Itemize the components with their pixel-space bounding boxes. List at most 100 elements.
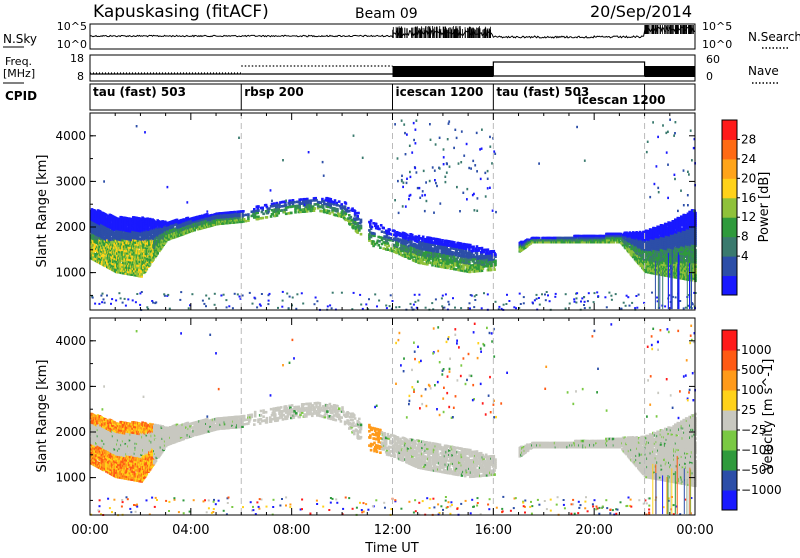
echo-cell bbox=[242, 210, 245, 213]
echo-cell bbox=[388, 236, 391, 239]
cpid-mode-label: tau (fast) 503 bbox=[93, 85, 186, 99]
power-panel-background bbox=[90, 113, 695, 310]
echo-cell bbox=[293, 201, 296, 204]
noise-sky-trace bbox=[90, 25, 695, 38]
cpid-label: CPID bbox=[5, 89, 37, 103]
echo-cell bbox=[375, 223, 378, 226]
echo-cell bbox=[324, 203, 327, 206]
echo-cell bbox=[393, 230, 396, 233]
echo-cell bbox=[257, 216, 260, 219]
frequency-trace bbox=[90, 62, 695, 77]
echo-cell bbox=[382, 227, 385, 230]
echo-cell bbox=[348, 210, 351, 213]
freq-tick-bottom: 8 bbox=[77, 70, 84, 83]
echo-cell bbox=[360, 219, 363, 222]
nave-label: Nave bbox=[748, 64, 779, 78]
echo-cell bbox=[378, 240, 381, 243]
echo-cell bbox=[381, 230, 384, 233]
beam-label: Beam 09 bbox=[355, 6, 418, 22]
noise-sky-label: N.Sky bbox=[3, 32, 37, 46]
echo-cell bbox=[334, 199, 337, 202]
echo-cell bbox=[388, 228, 391, 231]
echo-cell bbox=[441, 239, 444, 242]
echo-cell bbox=[357, 218, 360, 221]
cpid-mode-label: rbsp 200 bbox=[244, 85, 303, 99]
echo-cell bbox=[193, 229, 196, 232]
echo-cell bbox=[268, 207, 271, 210]
echo-cell bbox=[337, 212, 340, 215]
echo-cell bbox=[329, 212, 332, 215]
echo-cell bbox=[245, 214, 248, 217]
freq-block bbox=[393, 66, 494, 77]
echo-cell bbox=[377, 244, 380, 247]
echo-cell bbox=[338, 200, 341, 203]
echo-cell bbox=[109, 237, 112, 240]
echo-cell bbox=[277, 212, 280, 215]
echo-cell bbox=[336, 208, 339, 211]
echo-cell bbox=[352, 225, 355, 228]
echo-cell bbox=[345, 202, 348, 205]
noise-left-tick-bottom: 10^0 bbox=[57, 38, 87, 51]
freq-step bbox=[493, 62, 644, 76]
nave-tick-top: 60 bbox=[706, 53, 720, 66]
noise-right-tick-bottom: 10^0 bbox=[702, 38, 732, 51]
echo-cell bbox=[290, 212, 293, 215]
echo-cell bbox=[247, 213, 250, 216]
echo-cell bbox=[357, 212, 360, 215]
echo-cell bbox=[382, 247, 385, 250]
echo-cell bbox=[388, 245, 391, 248]
echo-cell bbox=[310, 199, 313, 202]
echo-cell bbox=[371, 226, 374, 229]
echo-cell bbox=[347, 207, 350, 210]
echo-cell bbox=[261, 207, 264, 210]
echo-cell bbox=[285, 213, 288, 216]
freq-block bbox=[645, 66, 695, 77]
echo-cell bbox=[370, 219, 373, 222]
echo-cell bbox=[344, 205, 347, 208]
echo-cell bbox=[320, 210, 323, 213]
echo-cell bbox=[490, 269, 493, 272]
echo-cell bbox=[411, 234, 414, 237]
echo-cell bbox=[377, 225, 380, 228]
echo-cell bbox=[350, 216, 353, 219]
echo-cell bbox=[336, 204, 339, 207]
cpid-mode-label: icescan 1200 bbox=[396, 85, 484, 99]
echo-cell bbox=[356, 215, 359, 218]
echo-cell bbox=[335, 202, 338, 205]
echo-cell bbox=[380, 224, 383, 227]
echo-cell bbox=[378, 228, 381, 231]
noise-search-label: N.Search bbox=[748, 30, 800, 44]
echo-cell bbox=[245, 220, 248, 223]
cpid-mode-label: icescan 1200 bbox=[578, 93, 666, 107]
freq-unit-label: [MHz] bbox=[3, 67, 35, 80]
echo-cell bbox=[262, 213, 265, 216]
echo-cell bbox=[494, 253, 497, 256]
echo-cell bbox=[242, 214, 245, 217]
echo-cell bbox=[299, 209, 302, 212]
echo-cell bbox=[266, 216, 269, 219]
echo-cell bbox=[345, 212, 348, 215]
cpid-mode-label: tau (fast) 503 bbox=[496, 85, 589, 99]
echo-cell bbox=[406, 234, 409, 237]
echo-cell bbox=[387, 242, 390, 245]
date-label: 20/Sep/2014 bbox=[590, 2, 692, 21]
echo-cell bbox=[140, 273, 143, 276]
noise-panel: N.Sky 10^5 10^0 10^5 10^0 N.Search bbox=[3, 20, 800, 51]
echo-cell bbox=[321, 198, 324, 201]
echo-cell bbox=[379, 246, 382, 249]
plot-title: Kapuskasing (fitACF) bbox=[93, 2, 269, 22]
echo-cell bbox=[494, 260, 497, 263]
echo-cell bbox=[314, 207, 317, 210]
echo-cell bbox=[472, 246, 475, 249]
echo-cell bbox=[387, 248, 390, 251]
echo-cell bbox=[287, 206, 290, 209]
echo-cell bbox=[261, 217, 264, 220]
noise-left-tick-top: 10^5 bbox=[57, 20, 87, 33]
nave-tick-bottom: 0 bbox=[706, 70, 713, 83]
echo-cell bbox=[328, 210, 331, 213]
echo-cell bbox=[411, 256, 414, 259]
